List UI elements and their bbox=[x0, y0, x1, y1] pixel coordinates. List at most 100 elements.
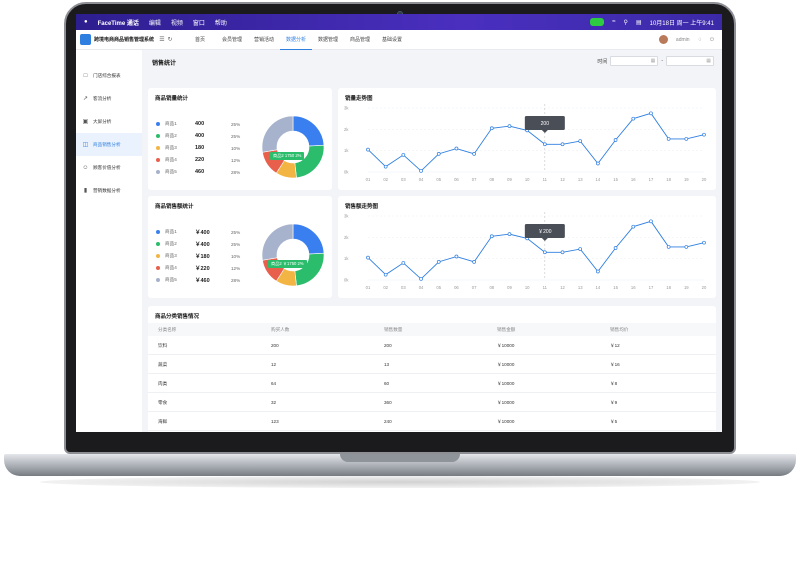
data-point[interactable] bbox=[649, 111, 653, 116]
data-point[interactable] bbox=[578, 247, 583, 251]
start-date-input[interactable]: ▦ bbox=[610, 56, 659, 66]
data-point[interactable] bbox=[702, 132, 706, 137]
data-point[interactable] bbox=[684, 245, 689, 249]
column-header[interactable]: 销售均价 bbox=[610, 327, 629, 332]
column-header[interactable]: 分类名称 bbox=[158, 327, 177, 332]
data-point[interactable] bbox=[401, 153, 406, 157]
data-point[interactable] bbox=[401, 261, 406, 265]
data-point[interactable] bbox=[631, 116, 636, 121]
column-header[interactable]: 销售金额 bbox=[497, 327, 516, 332]
data-point[interactable] bbox=[507, 232, 512, 236]
donut-slice-商品5[interactable] bbox=[261, 115, 294, 153]
data-point[interactable] bbox=[560, 250, 565, 255]
table-row[interactable]: 肉类 64 60 ￥10000 ￥8 bbox=[148, 374, 716, 393]
facetime-status-icon[interactable] bbox=[590, 18, 605, 26]
data-point[interactable] bbox=[666, 245, 671, 249]
data-point[interactable] bbox=[454, 254, 459, 259]
table-row[interactable]: 零食 32 360 ￥10000 ￥9 bbox=[148, 393, 716, 412]
legend-row[interactable]: 商品1 ￥400 25% bbox=[156, 226, 240, 238]
data-point[interactable] bbox=[613, 138, 618, 142]
tab-data-analysis[interactable]: 数据分析 bbox=[280, 30, 312, 50]
menu-item-help[interactable]: 帮助 bbox=[214, 20, 227, 27]
data-point[interactable] bbox=[383, 272, 388, 277]
legend-row[interactable]: 商品4 220 12% bbox=[156, 154, 240, 166]
end-date-input[interactable]: ▦ bbox=[666, 56, 714, 66]
legend-row[interactable]: 商品5 ￥460 28% bbox=[156, 274, 240, 286]
data-point[interactable] bbox=[702, 240, 706, 245]
menu-app-name[interactable]: FaceTime 通话 bbox=[97, 20, 139, 27]
donut-slice-商品1[interactable] bbox=[292, 115, 325, 147]
data-point[interactable] bbox=[419, 169, 423, 173]
amount-line-chart[interactable]: 0k 1k 2k 3k 01 02 03 04 05 06 07 08 09 10 11 12 13 14 15 16… bbox=[338, 196, 716, 298]
data-point[interactable] bbox=[560, 142, 565, 147]
data-point[interactable] bbox=[436, 260, 441, 264]
data-point[interactable] bbox=[472, 260, 476, 264]
tab-members[interactable]: 会员管理 bbox=[221, 36, 242, 43]
power-icon[interactable]: ⏻ bbox=[710, 36, 714, 43]
control-center-icon[interactable]: ▤ bbox=[635, 19, 642, 26]
sidebar-item-product-sales[interactable]: ◫ 商品销售分析 bbox=[76, 133, 142, 156]
sidebar-item-marketing-data[interactable]: ▮ 营销数据分析 bbox=[76, 179, 142, 202]
user-name[interactable]: admin bbox=[675, 36, 690, 43]
menu-item-window[interactable]: 窗口 bbox=[192, 20, 205, 27]
data-point[interactable] bbox=[489, 126, 494, 131]
data-point[interactable] bbox=[419, 277, 423, 281]
data-point[interactable] bbox=[366, 255, 370, 260]
menu-item-video[interactable]: 视频 bbox=[170, 20, 183, 27]
data-point[interactable] bbox=[507, 124, 512, 128]
apple-icon[interactable]: ● bbox=[84, 19, 88, 25]
data-point[interactable] bbox=[578, 139, 583, 143]
table-row[interactable]: 饮料 200 200 ￥10000 ￥12 bbox=[148, 336, 716, 355]
tab-marketing[interactable]: 营销活动 bbox=[253, 36, 274, 43]
tab-products[interactable]: 商品管理 bbox=[349, 36, 370, 43]
sidebar-item-big-screen[interactable]: ▣ 大屏分析 bbox=[76, 110, 142, 133]
wifi-icon[interactable]: ≈ bbox=[612, 19, 616, 25]
data-point[interactable] bbox=[542, 142, 547, 147]
tab-home[interactable]: 首页 bbox=[194, 36, 205, 43]
data-point[interactable] bbox=[436, 152, 441, 156]
data-point[interactable] bbox=[472, 152, 476, 156]
tab-data-management[interactable]: 数据管理 bbox=[317, 36, 338, 43]
volume-donut-chart[interactable] bbox=[258, 112, 328, 182]
data-point[interactable] bbox=[542, 250, 547, 255]
legend-row[interactable]: 商品1 400 25% bbox=[156, 118, 240, 130]
amount-donut-chart[interactable] bbox=[258, 220, 328, 290]
data-point[interactable] bbox=[596, 269, 600, 274]
column-header[interactable]: 购买人数 bbox=[271, 327, 290, 332]
data-point[interactable] bbox=[613, 246, 618, 250]
donut-slice-商品1[interactable] bbox=[292, 223, 325, 255]
data-point[interactable] bbox=[489, 234, 494, 239]
legend-row[interactable]: 商品3 ￥180 10% bbox=[156, 250, 240, 262]
sidebar-item-customer-value[interactable]: ☺ 顾客价值分析 bbox=[76, 156, 142, 179]
menu-item-edit[interactable]: 编辑 bbox=[148, 20, 161, 27]
legend-row[interactable]: 商品2 ￥400 25% bbox=[156, 238, 240, 250]
donut-slice-商品5[interactable] bbox=[261, 223, 294, 261]
avatar[interactable] bbox=[658, 35, 668, 44]
refresh-icon[interactable]: ↻ bbox=[167, 37, 173, 43]
data-point[interactable] bbox=[666, 137, 671, 141]
data-point[interactable] bbox=[366, 147, 370, 152]
sidebar-item-traffic[interactable]: ↗ 客流分析 bbox=[76, 87, 142, 110]
data-point[interactable] bbox=[684, 137, 689, 141]
legend-row[interactable]: 商品2 400 25% bbox=[156, 130, 240, 142]
volume-line-chart[interactable]: 0k 1k 2k 3k 01 02 03 04 05 06 07 08 09 10 11 12 13 14 15 16… bbox=[338, 88, 716, 190]
column-header[interactable]: 销售数量 bbox=[384, 327, 403, 332]
search-icon[interactable]: ⚲ bbox=[623, 19, 628, 26]
legend-row[interactable]: 商品5 460 28% bbox=[156, 166, 240, 178]
bell-icon[interactable]: ♢ bbox=[697, 36, 703, 43]
tab-settings[interactable]: 基础设置 bbox=[381, 36, 402, 43]
data-point[interactable] bbox=[454, 146, 459, 151]
table-row[interactable]: 蔬菜 12 13 ￥10000 ￥16 bbox=[148, 355, 716, 374]
data-point[interactable] bbox=[649, 219, 653, 224]
data-point[interactable] bbox=[596, 161, 600, 166]
data-point[interactable] bbox=[383, 164, 388, 169]
table-row[interactable]: 海鲜 123 240 ￥10000 ￥5 bbox=[148, 412, 716, 431]
donut-slice-商品2[interactable] bbox=[294, 144, 325, 179]
menu-toggle-icon[interactable]: ☰ bbox=[159, 37, 165, 43]
legend-row[interactable]: 商品4 ￥220 12% bbox=[156, 262, 240, 274]
menu-datetime[interactable]: 10月18日 周一 上午9:41 bbox=[649, 20, 714, 27]
legend-row[interactable]: 商品3 180 10% bbox=[156, 142, 240, 154]
sidebar-item-store-report[interactable]: □ 门店综合报表 bbox=[76, 64, 142, 87]
donut-slice-商品2[interactable] bbox=[294, 252, 325, 287]
data-point[interactable] bbox=[631, 224, 636, 229]
